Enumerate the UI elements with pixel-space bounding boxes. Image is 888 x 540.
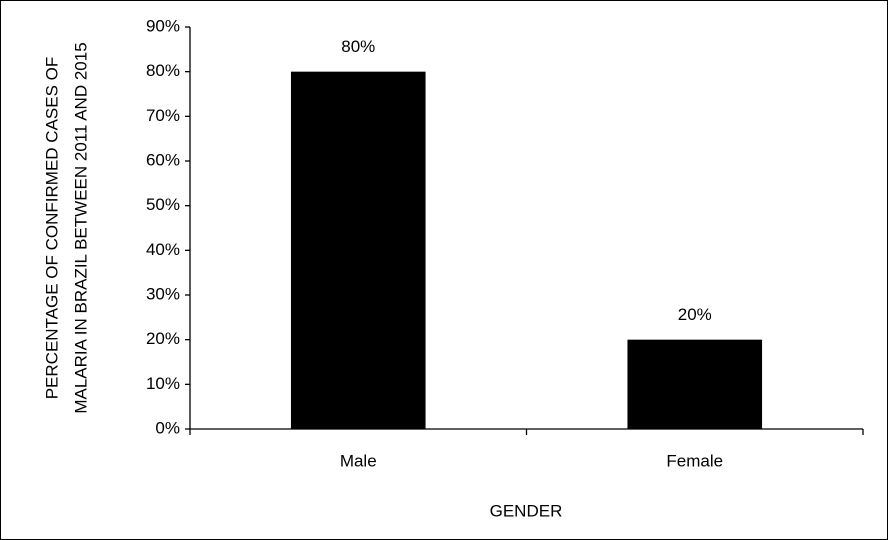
y-tick-label: 50%	[146, 195, 180, 214]
data-label: 20%	[678, 305, 712, 324]
y-tick-label: 90%	[146, 16, 180, 35]
y-tick-label: 70%	[146, 106, 180, 125]
y-tick-label: 60%	[146, 150, 180, 169]
y-tick-label: 40%	[146, 240, 180, 259]
data-label: 80%	[341, 37, 375, 56]
y-tick-label: 10%	[146, 374, 180, 393]
x-tick-label: Female	[666, 451, 723, 470]
y-tick-label: 80%	[146, 61, 180, 80]
y-tick-label: 0%	[155, 418, 180, 437]
y-tick-label: 30%	[146, 284, 180, 303]
x-tick-label: Male	[340, 451, 377, 470]
bar	[290, 71, 426, 430]
y-axis-title: PERCENTAGE OF CONFIRMED CASES OF MALARIA …	[43, 42, 91, 413]
x-axis-title: GENDER	[490, 501, 563, 520]
bar	[627, 339, 763, 429]
y-tick-label: 20%	[146, 329, 180, 348]
